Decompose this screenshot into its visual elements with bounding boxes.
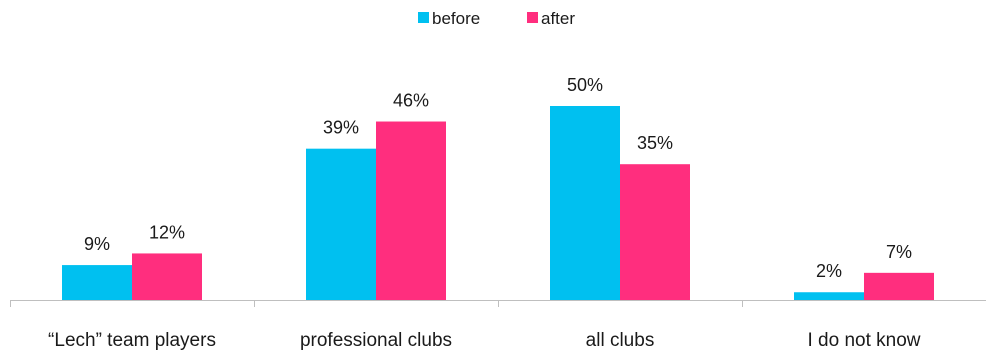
legend: before after [418,9,575,28]
value-label-after-1: 46% [393,91,429,111]
bars [62,106,934,301]
bar-before-0 [62,265,132,300]
category-labels: “Lech” team players professional clubs all… [48,330,921,351]
legend-label-after: after [541,9,575,28]
bar-after-2 [620,164,690,300]
value-label-after-0: 12% [149,222,185,242]
category-label-0: “Lech” team players [48,330,216,351]
bar-after-0 [132,253,202,300]
value-label-before-2: 50% [567,75,603,95]
value-label-after-2: 35% [637,133,673,153]
bar-after-1 [376,121,446,301]
value-label-before-1: 39% [323,118,359,138]
bar-after-3 [864,272,934,300]
bar-before-3 [794,292,864,300]
category-label-3: I do not know [807,330,920,351]
bar-before-1 [306,148,376,300]
value-labels: 9% 39% 50% 2% 12% 46% 35% 7% [84,75,912,281]
legend-swatch-before [418,12,429,23]
category-label-2: all clubs [586,330,655,351]
value-label-after-3: 7% [886,242,912,262]
legend-swatch-after [527,12,538,23]
bar-before-2 [550,106,620,300]
value-label-before-3: 2% [816,261,842,281]
value-label-before-0: 9% [84,234,110,254]
x-axis [10,300,986,307]
category-label-1: professional clubs [300,330,452,351]
legend-label-before: before [432,9,480,28]
